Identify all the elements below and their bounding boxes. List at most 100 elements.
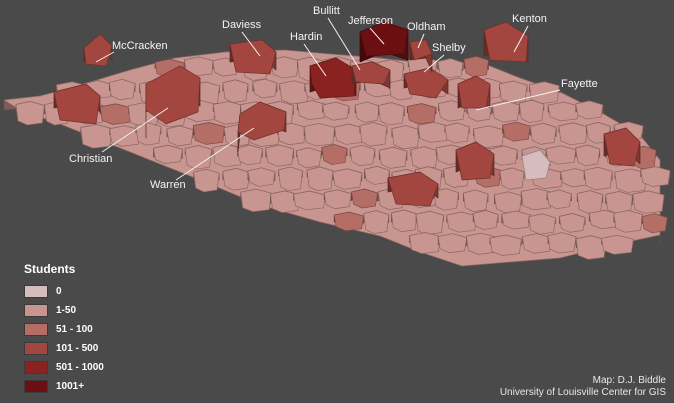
- county-top: [354, 101, 380, 123]
- county-top: [433, 188, 459, 211]
- county-top: [296, 100, 328, 120]
- county: [437, 58, 464, 79]
- county-top: [640, 166, 671, 187]
- county-top: [321, 144, 348, 165]
- county: [583, 166, 613, 191]
- leader-line-kenton: [513, 25, 529, 53]
- county-top: [240, 188, 272, 213]
- county-hardin: [309, 57, 357, 99]
- county: [222, 168, 250, 191]
- county: [265, 144, 295, 167]
- county-top: [529, 122, 557, 145]
- county-top: [601, 234, 634, 255]
- county-top: [632, 190, 665, 214]
- county-label-christian: Christian: [69, 153, 113, 165]
- leader-line-hardin: [303, 43, 327, 77]
- county: [501, 210, 531, 230]
- county-highlight: [603, 127, 641, 167]
- legend-label: 501 - 1000: [56, 362, 104, 373]
- county-label-kenton: Kenton: [512, 13, 547, 25]
- county-bullitt: [351, 61, 391, 89]
- county-top: [528, 213, 556, 235]
- county: [499, 167, 525, 190]
- county-top: [499, 167, 525, 190]
- county-top: [409, 232, 441, 254]
- county-top: [296, 147, 322, 169]
- county-jefferson: [359, 21, 409, 63]
- county: [15, 101, 45, 126]
- county: [576, 190, 604, 214]
- county-daviess: [229, 39, 277, 75]
- county: [222, 79, 249, 103]
- county-top: [603, 127, 641, 167]
- county-top: [351, 61, 391, 85]
- county-top: [212, 101, 244, 125]
- county-top: [502, 121, 531, 142]
- county-label-bullitt: Bullitt: [313, 5, 340, 17]
- county: [444, 122, 470, 144]
- county: [247, 167, 276, 187]
- county-top: [575, 100, 604, 120]
- leader-line-bullitt: [327, 17, 361, 71]
- county: [489, 234, 522, 256]
- county-top: [80, 124, 113, 149]
- county: [334, 123, 364, 145]
- county-top: [306, 166, 334, 192]
- county-top: [483, 21, 529, 63]
- county: [349, 144, 376, 167]
- county-top: [462, 189, 489, 213]
- county: [193, 168, 220, 193]
- county-top: [108, 79, 136, 101]
- county-top: [403, 67, 449, 99]
- county: [409, 232, 441, 254]
- county: [184, 145, 212, 170]
- legend-row: 51 - 100: [24, 320, 104, 339]
- county-top: [270, 56, 299, 79]
- county-top: [322, 101, 350, 121]
- county-top: [364, 166, 390, 185]
- legend-title: Students: [24, 262, 76, 276]
- county-top: [166, 125, 194, 147]
- county: [332, 168, 363, 190]
- county: [605, 191, 633, 214]
- county-top: [278, 166, 303, 192]
- county-top: [359, 122, 388, 147]
- county: [494, 191, 522, 214]
- leader-line-shelby: [423, 54, 445, 73]
- county-top: [349, 144, 376, 167]
- county: [364, 166, 390, 185]
- county-top: [184, 145, 212, 170]
- county-top: [247, 167, 276, 187]
- county: [252, 78, 278, 99]
- county: [446, 211, 478, 233]
- leader-line-warren: [175, 127, 255, 181]
- county: [632, 190, 665, 214]
- county: [391, 125, 420, 150]
- legend-swatch: [24, 380, 48, 393]
- legend-swatch: [24, 304, 48, 317]
- county-top: [415, 210, 444, 235]
- county-top: [613, 210, 643, 233]
- county: [489, 145, 518, 166]
- county-kenton: [483, 21, 529, 63]
- county: [613, 210, 643, 233]
- county: [135, 122, 162, 146]
- county-top: [501, 210, 531, 230]
- legend-row: 1-50: [24, 301, 104, 320]
- county: [333, 211, 364, 232]
- county-top: [521, 233, 552, 254]
- county: [466, 232, 497, 255]
- county-label-oldham: Oldham: [407, 21, 446, 33]
- county: [491, 100, 520, 123]
- county-top: [334, 123, 364, 145]
- county-top: [192, 122, 226, 145]
- county-top: [153, 144, 183, 164]
- counties-layer: [3, 21, 671, 267]
- county: [545, 145, 577, 165]
- county-top: [222, 79, 249, 103]
- legend-label: 101 - 500: [56, 343, 99, 354]
- county-top: [457, 75, 491, 109]
- credit-author: Map: D.J. Biddle: [592, 375, 666, 386]
- county-top: [545, 145, 577, 165]
- legend-swatch: [24, 361, 48, 374]
